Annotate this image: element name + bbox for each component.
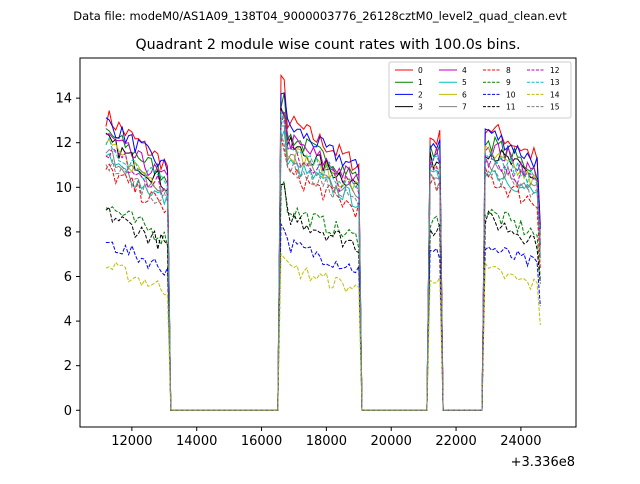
x-offset-label: +3.336e8	[511, 455, 575, 470]
y-tick-label: 6	[64, 270, 72, 285]
y-tick-label: 14	[55, 92, 72, 107]
legend-label-4: 4	[462, 66, 467, 75]
series-line-15	[105, 132, 541, 411]
legend-label-6: 6	[462, 90, 467, 99]
legend-label-7: 7	[462, 103, 467, 112]
x-tick-label: 16000	[241, 434, 282, 449]
figure-suptitle: Data file: modeM0/AS1A09_138T04_90000037…	[73, 9, 567, 23]
x-tick-label: 22000	[435, 434, 476, 449]
legend-label-2: 2	[418, 90, 423, 99]
legend-label-1: 1	[418, 78, 423, 87]
y-tick-label: 2	[64, 359, 72, 374]
legend-label-5: 5	[462, 78, 467, 87]
legend-label-10: 10	[506, 90, 516, 99]
x-tick-label: 20000	[371, 434, 412, 449]
legend-label-13: 13	[550, 78, 560, 87]
series-line-12	[105, 111, 541, 411]
legend-label-15: 15	[550, 103, 560, 112]
series-line-14	[105, 252, 541, 411]
legend-label-11: 11	[506, 103, 516, 112]
axes-layer: 12000 14000 16000 18000 20000 22000 24000 0 2 4 6 8…	[55, 57, 577, 449]
y-tick-label: 10	[55, 181, 72, 196]
series-line-9	[105, 179, 541, 411]
legend-label-0: 0	[418, 66, 423, 75]
y-tick-label: 4	[64, 315, 72, 330]
legend-box	[388, 61, 572, 119]
series-line-11	[105, 183, 541, 411]
y-tick-label: 12	[55, 136, 72, 151]
y-tick-label: 0	[64, 404, 72, 419]
series-line-5	[105, 130, 541, 411]
series-line-1	[105, 92, 541, 411]
x-tick-label: 18000	[306, 434, 347, 449]
y-tick-label: 8	[64, 225, 72, 240]
legend-label-12: 12	[550, 66, 560, 75]
legend-label-9: 9	[506, 78, 511, 87]
series-line-6	[105, 113, 541, 411]
series-line-10	[105, 222, 541, 411]
x-tick-label: 24000	[500, 434, 541, 449]
legend-label-3: 3	[418, 103, 423, 112]
legend-label-14: 14	[550, 90, 560, 99]
series-line-0	[105, 73, 541, 411]
series-line-13	[105, 111, 541, 411]
x-tick-label: 12000	[111, 434, 152, 449]
legend-label-8: 8	[506, 66, 511, 75]
x-tick-label: 14000	[176, 434, 217, 449]
chart-title: Quadrant 2 module wise count rates with …	[135, 37, 520, 53]
series-layer	[105, 73, 541, 411]
series-line-2	[105, 92, 541, 411]
series-line-4	[105, 110, 541, 411]
plot-frame	[79, 57, 577, 428]
